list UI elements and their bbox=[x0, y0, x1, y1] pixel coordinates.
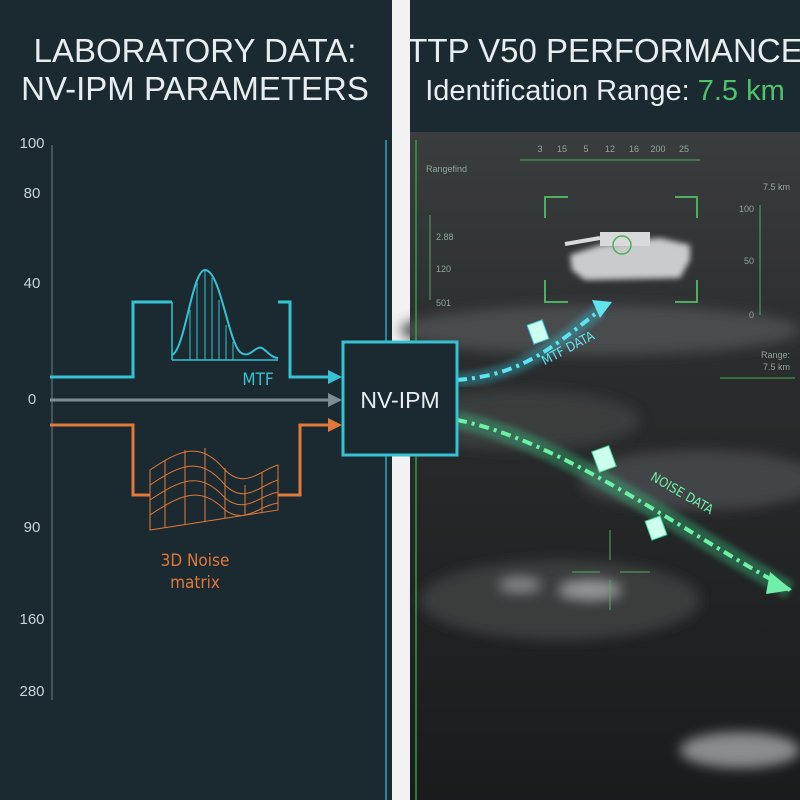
hud-tick: 5 bbox=[583, 144, 588, 154]
tank-turret bbox=[600, 232, 650, 246]
doc-icon bbox=[526, 319, 550, 345]
scale-label: 100 bbox=[19, 135, 44, 152]
subtitle-label: Identification Range: bbox=[425, 75, 689, 107]
bracket bbox=[675, 280, 698, 303]
arrowhead bbox=[592, 300, 612, 318]
hud-tick: 25 bbox=[679, 144, 689, 154]
noise-stream bbox=[456, 418, 791, 592]
tank-hull bbox=[570, 238, 690, 280]
hud-tick: 3 bbox=[537, 144, 542, 154]
mtf-stream bbox=[456, 308, 602, 382]
hud-text: 7.5 km bbox=[763, 182, 790, 192]
title-line: LABORATORY DATA: bbox=[34, 32, 357, 69]
hud-tick: 501 bbox=[436, 298, 451, 308]
title-line: NV-IPM PARAMETERS bbox=[21, 70, 369, 107]
hud-left-scale: 2.88 120 501 bbox=[436, 232, 454, 308]
box-label: NV-IPM bbox=[360, 387, 439, 413]
hud-text: Range: bbox=[761, 350, 790, 360]
nv-ipm-box bbox=[341, 340, 459, 457]
hud-right-scale: 100 50 0 bbox=[739, 204, 754, 320]
hud-tick: 2.88 bbox=[436, 232, 454, 242]
right-header bbox=[410, 0, 800, 132]
hud-text: 7.5 km bbox=[763, 362, 790, 372]
tank bbox=[564, 232, 690, 280]
scale-label: 90 bbox=[24, 519, 41, 536]
crosshair bbox=[429, 159, 795, 610]
noise-label: 3D Noise bbox=[161, 551, 230, 571]
doc-icon bbox=[591, 444, 617, 474]
mtf-hatch bbox=[189, 271, 234, 360]
hud-tick: 12 bbox=[605, 144, 615, 154]
title: TTP V50 PERFORMANCE bbox=[407, 32, 800, 69]
hot-spot bbox=[500, 579, 540, 591]
arrowhead bbox=[328, 393, 342, 407]
hud-tick: 120 bbox=[436, 264, 451, 274]
doc-icon bbox=[644, 515, 668, 541]
scale-label: 160 bbox=[19, 611, 44, 628]
hot-spot bbox=[560, 582, 620, 598]
target-brackets bbox=[544, 196, 698, 303]
arrowhead bbox=[766, 572, 792, 594]
hud-text: Rangefind bbox=[426, 164, 467, 174]
hud-tick: 0 bbox=[749, 310, 754, 320]
hud-tick: 200 bbox=[650, 144, 665, 154]
hud-tick: 15 bbox=[557, 144, 567, 154]
terrain-patch bbox=[400, 390, 640, 450]
noise-label: matrix bbox=[170, 573, 220, 593]
mtf-path bbox=[278, 300, 330, 379]
reticle bbox=[612, 235, 632, 255]
bracket bbox=[544, 196, 568, 218]
scale-label: 80 bbox=[24, 185, 41, 202]
noise-path bbox=[278, 423, 330, 497]
mtf-curve bbox=[171, 268, 279, 359]
terrain bbox=[400, 305, 800, 768]
tank-gun bbox=[564, 236, 601, 246]
terrain-patch bbox=[400, 305, 800, 355]
hot-spot bbox=[680, 732, 800, 768]
hud-tick: 16 bbox=[629, 144, 639, 154]
noise-mesh bbox=[149, 448, 279, 531]
scale-label: 280 bbox=[19, 683, 44, 700]
arrowhead bbox=[328, 370, 342, 384]
bracket bbox=[675, 196, 698, 218]
subtitle: Identification Range: 7.5 km bbox=[425, 75, 785, 107]
subtitle-value: 7.5 km bbox=[698, 75, 785, 107]
arrowhead bbox=[328, 418, 342, 432]
mtf-path bbox=[50, 300, 172, 379]
terrain-patch bbox=[420, 560, 700, 640]
hud-tick: 50 bbox=[744, 256, 754, 266]
scale-label: 0 bbox=[28, 391, 36, 408]
noise-path bbox=[50, 423, 150, 497]
scale-label: 40 bbox=[24, 275, 41, 292]
hud-top-scale: 3 15 5 12 16 200 25 bbox=[537, 144, 689, 154]
hud-tick: 100 bbox=[739, 204, 754, 214]
bracket bbox=[544, 280, 568, 303]
mtf-label: MTF bbox=[242, 370, 273, 390]
left-scale: 100 80 40 0 90 160 280 bbox=[19, 135, 44, 700]
